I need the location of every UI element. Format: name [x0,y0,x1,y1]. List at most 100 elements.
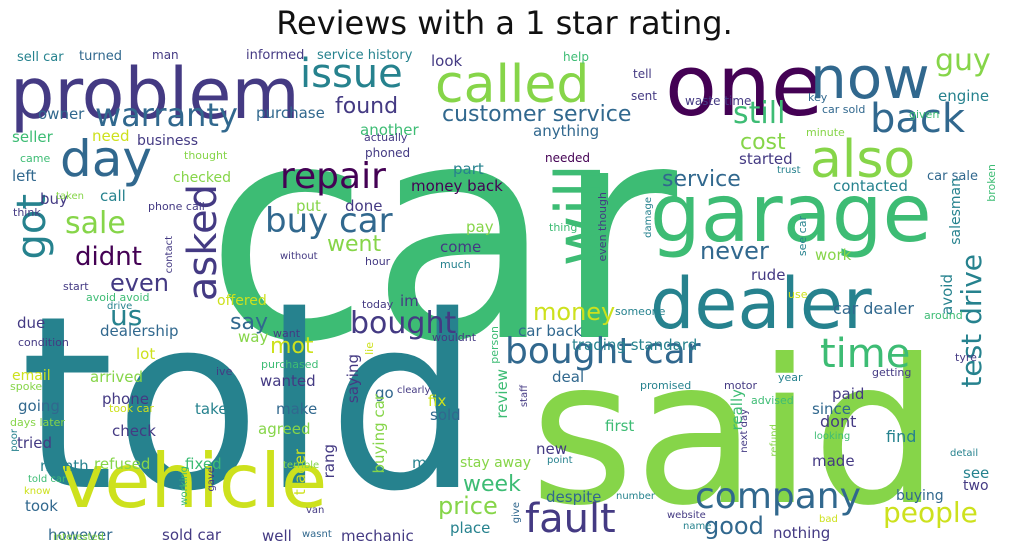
chart-title: Reviews with a 1 star rating. [276,4,733,42]
word-car-sale: car sale [927,169,978,184]
word-pay: pay [466,218,494,236]
word-warranty: warranty [95,96,238,134]
word-thought: thought [184,149,228,162]
word-drive: drive [107,301,133,312]
word-now: now [810,44,930,112]
word-fixed: fixed [185,455,222,473]
word-service: service [662,167,741,192]
word-started: started [739,150,793,168]
word-lie: lie [363,342,376,355]
word-buying-car: buying car [370,394,388,474]
word-engine: engine [938,87,990,105]
word-business: business [137,133,199,149]
word-avoid-avoid: avoid avoid [86,291,150,304]
word-arrived: arrived [90,368,144,386]
word-poor: poor [9,429,20,452]
word-refused: refused [94,455,151,473]
word-year: year [778,371,803,384]
word-informed: informed [246,48,305,63]
word-contact: contact [164,236,175,274]
word-think: think [13,206,41,219]
word-want: want [273,327,301,340]
word-phone-call: phone call [148,200,205,213]
word-refund: refund [769,424,780,457]
word-say: say [230,310,268,335]
word-came: came [20,152,51,165]
word-condition: condition [18,336,69,349]
word-far: far [610,463,624,474]
word-done: done [345,197,383,215]
word-sold-car: sold car [162,526,222,544]
word-problem: problem [10,53,300,135]
word-sold: sold [430,406,461,424]
word-looking: looking [814,431,851,442]
word-number: number [616,491,656,502]
word-day: day [60,130,152,188]
word-key: key [808,91,828,104]
word-bought-car: bought car [505,331,701,372]
word-sell-car: sell car [17,50,64,65]
word-found: found [335,94,399,119]
word-even: even [110,269,169,297]
word-stay-away: stay away [460,455,531,471]
word-since: since [812,400,851,418]
word-took: took [25,497,58,515]
word-ive: ive [216,365,233,378]
word-rang: rang [320,444,338,479]
word-wanted: wanted [260,372,316,390]
word-deal: deal [552,368,585,386]
word-take: take [195,400,228,418]
word-told-car: told car [28,474,67,485]
word-anything: anything [533,122,600,140]
word-needed: needed [545,151,590,165]
word-look: look [431,52,463,70]
word-make: make [276,400,318,418]
word-purchased: purchased [261,358,319,371]
word-place: place [450,519,491,537]
word-lot: lot [136,345,156,363]
word-contacted: contacted [833,177,908,195]
word-month: month [40,457,89,475]
word-see: see [963,464,990,482]
word-new: new [536,440,568,458]
word-never: never [700,237,769,265]
word-advised: advised [751,394,794,407]
word-van: van [306,505,325,516]
word-taken: taken [56,191,84,202]
word-service-history: service history [317,48,413,63]
word-fault: fault [525,496,616,542]
word-man: man [152,48,179,62]
word-actually: actually [364,131,408,144]
word-given: given [909,108,940,121]
word-saying: saying [344,354,362,404]
word-damage: damage [643,197,654,238]
word-customer-service: customer service [442,102,632,127]
word-staff: staff [519,385,530,408]
word-know: know [24,486,51,497]
word-phoned: phoned [365,146,411,160]
word-motor: motor [724,379,758,392]
word-find: find [886,427,917,446]
word-mechanic: mechanic [341,527,414,545]
word-interested: interested [53,532,104,543]
word-car-back: car back [518,322,583,340]
word-getting: getting [872,366,912,379]
word-tyre: tyre [955,351,977,364]
word-buy-car: buy car [265,201,393,241]
word-promised: promised [640,379,692,392]
word-cloud: car told said vehicle problem one garage dealer… [0,44,1009,556]
word-around: around [924,309,963,322]
word-check: check [112,422,156,440]
word-put: put [296,197,321,215]
word-went: went [327,232,382,257]
word-website: website [667,510,706,521]
word-mot: mot [270,334,314,359]
word-didnt: didnt [75,242,142,272]
word-way: way [238,328,269,346]
word-one: one [665,37,824,136]
word-company: company [695,476,861,517]
word-money: money [533,298,616,326]
word-owner: owner [38,105,85,123]
word-bad: bad [819,514,838,525]
word-help: help [563,50,589,64]
